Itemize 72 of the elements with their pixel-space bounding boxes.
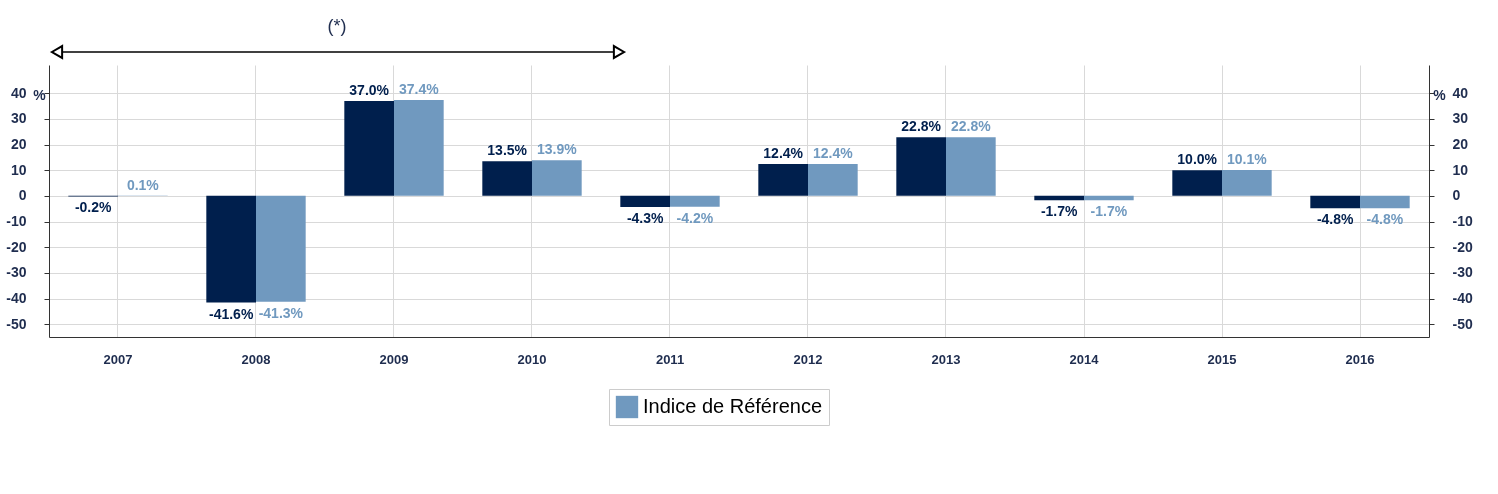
bar <box>1084 195 1134 201</box>
bar <box>946 137 996 196</box>
y-tick-label: -40 <box>6 290 27 307</box>
y2-tick-label: -10 <box>1452 213 1473 230</box>
y2-tick-label: -20 <box>1452 238 1473 255</box>
x-tick-label: 2014 <box>1069 351 1100 367</box>
bar <box>758 164 808 196</box>
data-label: -4.3% <box>626 209 664 226</box>
bar <box>620 195 670 207</box>
y2-axis-title: % <box>1433 86 1447 103</box>
bar <box>1034 195 1084 201</box>
data-label: 22.8% <box>901 118 942 135</box>
bar <box>1360 195 1410 209</box>
data-label: 13.9% <box>536 141 578 158</box>
data-label: 12.4% <box>812 145 854 162</box>
x-tick-label: 2011 <box>655 351 685 367</box>
y-tick-label: -20 <box>6 238 27 255</box>
y-tick-label: 40 <box>10 84 27 101</box>
bar <box>206 195 256 303</box>
data-label: 12.4% <box>763 145 804 162</box>
data-label: 37.0% <box>349 81 390 98</box>
y-tick-label: 0 <box>18 187 27 204</box>
legend-label: Indice de Référence <box>643 395 823 417</box>
text: (*) <box>327 16 347 36</box>
x-tick-label: 2012 <box>793 351 823 367</box>
y-tick-label: 20 <box>10 136 27 153</box>
data-label: -4.2% <box>676 209 714 226</box>
bar <box>394 99 444 196</box>
y2-tick-label: 10 <box>1452 161 1469 178</box>
bar <box>1310 195 1360 209</box>
data-label: -4.8% <box>1366 211 1404 228</box>
data-label: -1.7% <box>1040 203 1078 220</box>
bar <box>532 160 582 196</box>
bar <box>896 137 946 196</box>
data-label: -41.3% <box>258 304 304 321</box>
data-label: -41.6% <box>208 305 254 322</box>
x-tick-label: 2016 <box>1345 351 1375 367</box>
data-label: -4.8% <box>1316 211 1354 228</box>
y-tick-label: 30 <box>10 110 27 127</box>
x-tick-label: 2009 <box>379 351 409 367</box>
data-label: 0.1% <box>126 176 160 193</box>
y-tick-label: -10 <box>6 213 27 230</box>
y2-tick-label: -40 <box>1452 290 1473 307</box>
y2-tick-label: -50 <box>1452 315 1473 332</box>
y-tick-label: 10 <box>10 161 27 178</box>
data-label: -0.2% <box>74 199 112 216</box>
y2-tick-label: -30 <box>1452 264 1473 281</box>
x-tick-label: 2013 <box>931 351 961 367</box>
y-tick-label: -30 <box>6 264 27 281</box>
bar <box>808 164 858 196</box>
data-label: 10.0% <box>1177 151 1218 168</box>
bar <box>1222 169 1272 196</box>
y-axis-title: % <box>33 86 47 103</box>
bar <box>482 161 532 196</box>
y2-tick-label: 20 <box>1452 136 1469 153</box>
data-label: 13.5% <box>487 142 528 159</box>
y2-tick-label: 30 <box>1452 110 1469 127</box>
x-tick-label: 2010 <box>517 351 547 367</box>
data-label: -1.7% <box>1090 203 1128 220</box>
data-label: 37.4% <box>398 80 440 97</box>
bar <box>344 100 394 196</box>
y2-tick-label: 0 <box>1452 187 1461 204</box>
bar <box>670 195 720 207</box>
data-label: 22.8% <box>950 118 992 135</box>
y-tick-label: -50 <box>6 315 27 332</box>
x-tick-label: 2015 <box>1207 351 1237 367</box>
x-tick-label: 2008 <box>241 351 271 367</box>
bar <box>256 195 306 302</box>
y2-tick-label: 40 <box>1452 84 1469 101</box>
bar <box>1172 170 1222 196</box>
x-tick-label: 2007 <box>103 351 133 367</box>
data-label: 10.1% <box>1226 150 1268 167</box>
